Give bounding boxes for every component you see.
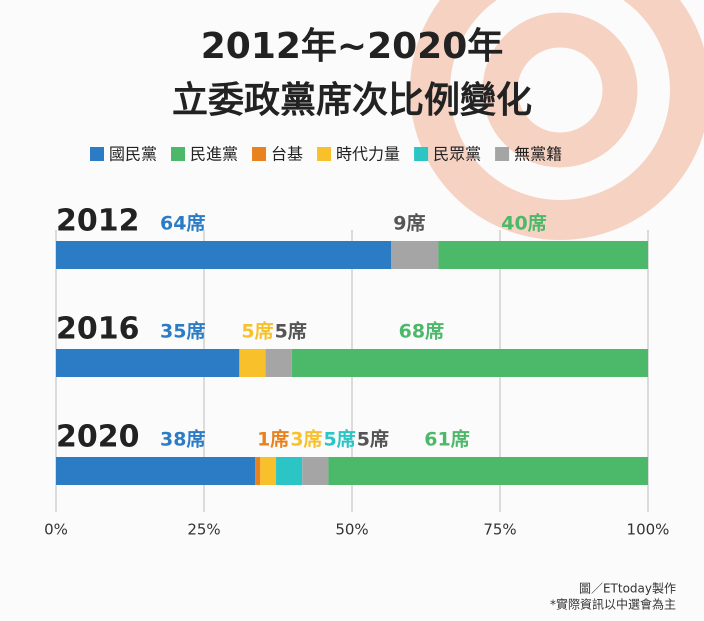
value-label: 5席 [241,320,273,343]
bar-segment [276,457,303,485]
x-tick-label: 75% [483,521,516,539]
x-tick-label: 25% [187,521,220,539]
legend-label: 民進黨 [190,145,238,164]
legend-swatch [171,147,186,161]
value-label: 38席 [160,428,205,451]
bar-segment [56,241,392,269]
bar-segment [56,457,256,485]
legend-label: 時代力量 [336,145,400,164]
x-tick-label: 100% [627,521,670,539]
year-label: 2016 [56,312,140,347]
legend-swatch [317,147,332,161]
note: *實際資訊以中選會為主 [550,597,676,612]
year-label: 2020 [56,420,140,455]
bar-segment [255,457,261,485]
legend-swatch [90,147,104,161]
value-label: 3席 [290,428,322,451]
legend-swatch [495,147,510,161]
bar-segment [391,241,439,269]
value-label: 61席 [424,428,469,451]
bar-segment [302,457,329,485]
value-label: 5席 [324,428,356,451]
year-label: 2012 [56,204,140,239]
value-label: 35席 [160,320,205,343]
value-label: 5席 [275,320,307,343]
value-label: 40席 [501,212,546,235]
legend-label: 台基 [271,145,303,164]
legend-label: 國民黨 [109,145,157,164]
bar-segment [265,349,292,377]
watermark [410,0,704,240]
bar-segment [56,349,240,377]
value-label: 9席 [393,212,425,235]
legend-label: 民眾黨 [433,145,481,164]
bar-segment [260,457,277,485]
x-tick-label: 50% [335,521,368,539]
value-label: 68席 [399,320,444,343]
x-tick-label: 0% [44,521,68,539]
legend-swatch [252,147,267,161]
bar-segment [291,349,648,377]
bar-segment [239,349,266,377]
bar-segment [328,457,648,485]
legend-swatch [414,147,429,161]
legend-label: 無黨籍 [514,145,562,164]
value-label: 1席 [257,428,289,451]
chart-title: 2012年~2020年 [201,26,504,67]
value-label: 64席 [160,212,205,235]
chart-subtitle: 立委政黨席次比例變化 [172,80,532,121]
value-label: 5席 [357,428,389,451]
source: 圖／ETtoday製作 [579,582,676,596]
bar-segment [438,241,648,269]
